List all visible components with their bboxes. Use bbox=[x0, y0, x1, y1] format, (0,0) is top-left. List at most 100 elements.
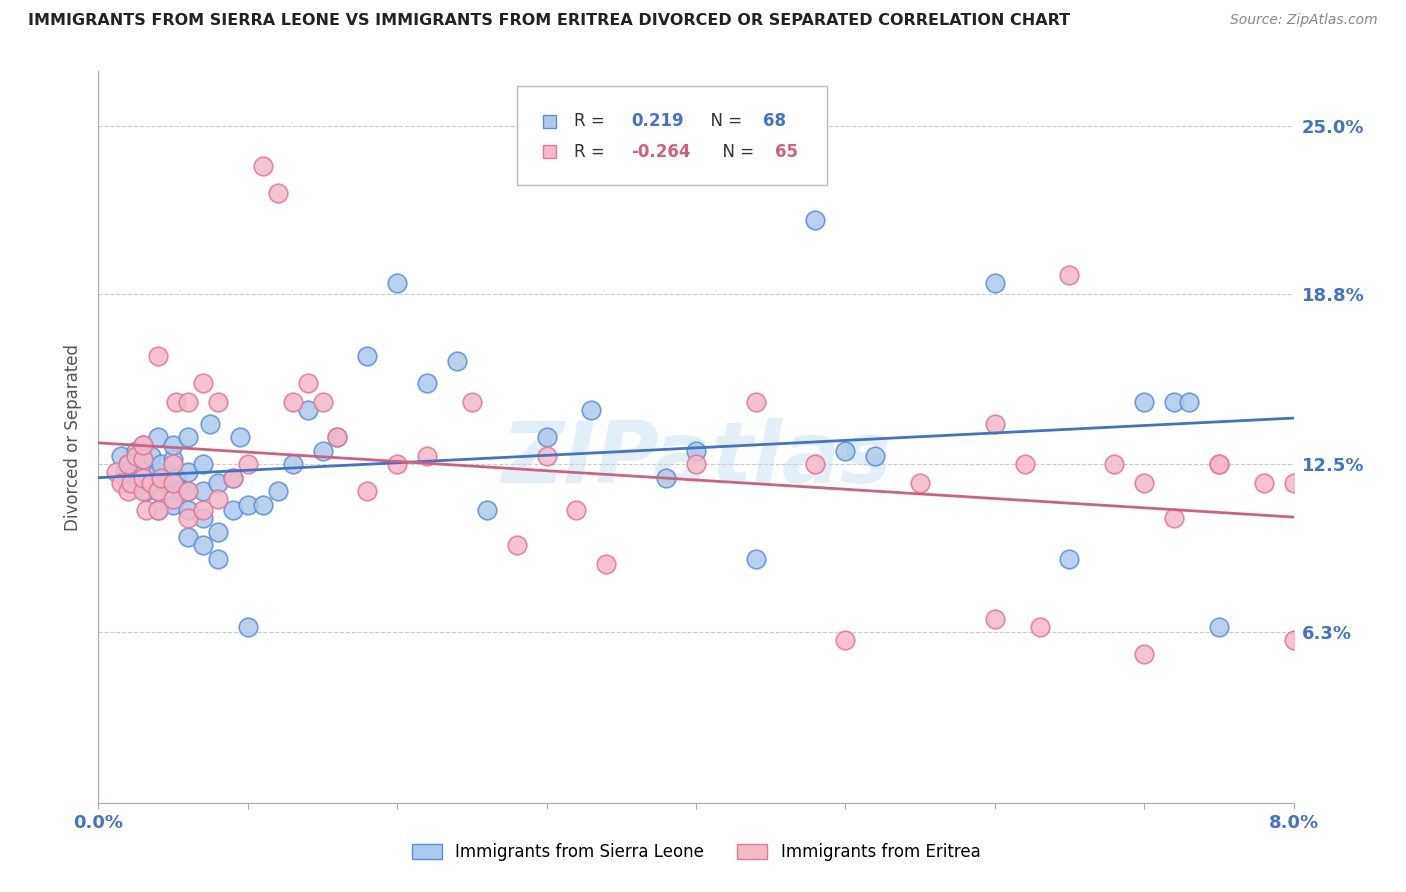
Point bbox=[581, 403, 603, 417]
Point bbox=[162, 457, 184, 471]
Point bbox=[207, 552, 229, 566]
Point bbox=[252, 498, 274, 512]
Point bbox=[162, 451, 184, 466]
Point bbox=[236, 498, 259, 512]
Text: ZIPatlas: ZIPatlas bbox=[501, 417, 891, 500]
Point bbox=[446, 354, 468, 368]
Point bbox=[984, 417, 1007, 431]
Point bbox=[385, 457, 409, 471]
Point bbox=[1282, 476, 1305, 491]
Point bbox=[834, 633, 856, 648]
Text: R =: R = bbox=[574, 112, 616, 130]
Point bbox=[297, 376, 319, 390]
Text: R =: R = bbox=[574, 143, 610, 161]
Point bbox=[326, 430, 349, 444]
Point bbox=[148, 430, 170, 444]
Point bbox=[685, 443, 707, 458]
Point bbox=[191, 484, 214, 499]
Point bbox=[165, 471, 187, 485]
Point bbox=[1163, 511, 1185, 525]
Point bbox=[326, 430, 349, 444]
Point bbox=[162, 465, 184, 479]
Point bbox=[162, 498, 184, 512]
Point bbox=[110, 476, 132, 491]
Point bbox=[132, 465, 155, 479]
Point bbox=[745, 552, 768, 566]
Point bbox=[1178, 395, 1201, 409]
Point bbox=[1059, 268, 1081, 282]
Point bbox=[984, 276, 1007, 290]
Point bbox=[565, 503, 588, 517]
Point bbox=[162, 492, 184, 507]
Point bbox=[139, 476, 162, 491]
Text: Source: ZipAtlas.com: Source: ZipAtlas.com bbox=[1230, 13, 1378, 28]
Point bbox=[207, 524, 229, 539]
Point bbox=[1208, 620, 1230, 634]
Point bbox=[177, 430, 200, 444]
Point bbox=[191, 457, 214, 471]
Point bbox=[125, 449, 148, 463]
Point bbox=[117, 457, 139, 471]
Text: N =: N = bbox=[700, 112, 747, 130]
Point bbox=[1312, 484, 1334, 499]
Point bbox=[536, 430, 558, 444]
Point bbox=[356, 484, 378, 499]
Bar bbox=[543, 114, 555, 128]
Text: N =: N = bbox=[711, 143, 759, 161]
Point bbox=[132, 476, 155, 491]
Point bbox=[685, 457, 707, 471]
Point bbox=[745, 395, 768, 409]
Point bbox=[177, 503, 200, 517]
Point bbox=[804, 457, 827, 471]
Text: -0.264: -0.264 bbox=[631, 143, 690, 161]
Point bbox=[132, 484, 155, 499]
Point bbox=[191, 376, 214, 390]
Point bbox=[222, 471, 245, 485]
Point bbox=[236, 457, 259, 471]
Point bbox=[207, 395, 229, 409]
Point bbox=[311, 443, 333, 458]
Point bbox=[506, 538, 529, 552]
Point bbox=[281, 395, 304, 409]
Point bbox=[1208, 457, 1230, 471]
Point bbox=[475, 503, 498, 517]
Point bbox=[132, 438, 155, 452]
Text: IMMIGRANTS FROM SIERRA LEONE VS IMMIGRANTS FROM ERITREA DIVORCED OR SEPARATED CO: IMMIGRANTS FROM SIERRA LEONE VS IMMIGRAN… bbox=[28, 13, 1070, 29]
Point bbox=[177, 511, 200, 525]
Point bbox=[177, 395, 200, 409]
Point bbox=[984, 611, 1007, 625]
Point bbox=[1282, 633, 1305, 648]
Point bbox=[162, 476, 184, 491]
Point bbox=[125, 443, 148, 458]
Point bbox=[114, 465, 136, 479]
Y-axis label: Divorced or Separated: Divorced or Separated bbox=[65, 343, 83, 531]
Point bbox=[804, 213, 827, 227]
Point bbox=[236, 620, 259, 634]
Point bbox=[117, 476, 139, 491]
FancyBboxPatch shape bbox=[517, 86, 827, 185]
Point bbox=[222, 503, 245, 517]
Point bbox=[1343, 476, 1365, 491]
Point bbox=[132, 451, 155, 466]
Text: 68: 68 bbox=[763, 112, 786, 130]
Point bbox=[191, 511, 214, 525]
Point bbox=[222, 471, 245, 485]
Point bbox=[1059, 552, 1081, 566]
Point bbox=[595, 558, 617, 572]
Point bbox=[207, 476, 229, 491]
Point bbox=[132, 438, 155, 452]
Point bbox=[169, 484, 191, 499]
Point bbox=[1133, 395, 1156, 409]
Point bbox=[281, 457, 304, 471]
Legend: Immigrants from Sierra Leone, Immigrants from Eritrea: Immigrants from Sierra Leone, Immigrants… bbox=[405, 837, 987, 868]
Point bbox=[177, 484, 200, 499]
Point bbox=[536, 449, 558, 463]
Point bbox=[105, 465, 128, 479]
Point bbox=[865, 449, 887, 463]
Point bbox=[120, 476, 142, 491]
Point bbox=[148, 503, 170, 517]
Point bbox=[165, 395, 187, 409]
Point bbox=[267, 186, 290, 201]
Point bbox=[191, 503, 214, 517]
Point bbox=[1014, 457, 1036, 471]
